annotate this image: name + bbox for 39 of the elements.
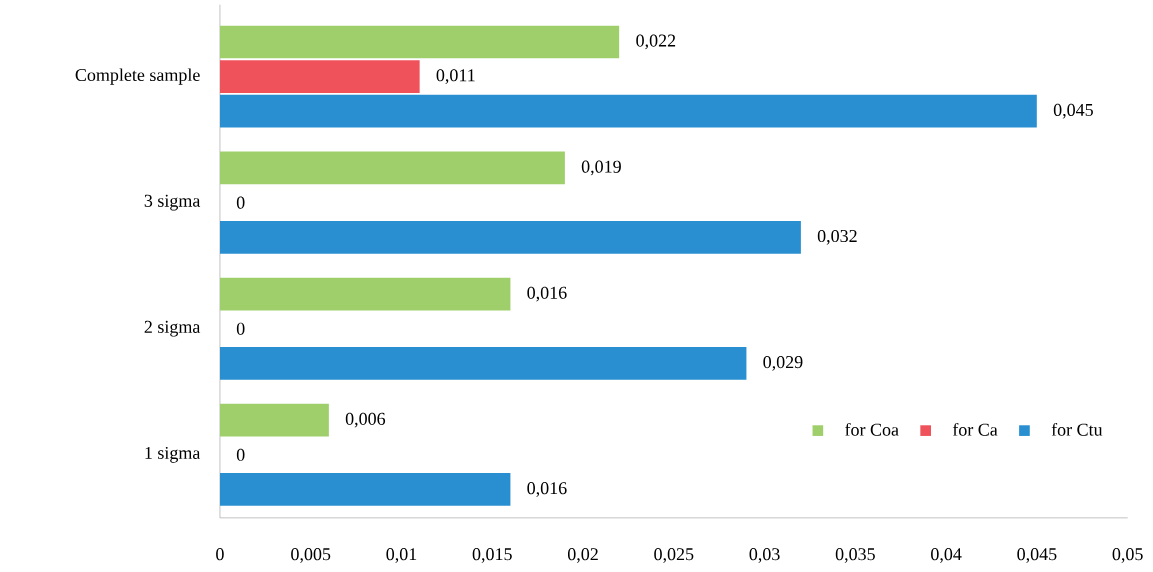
data-label: 0,019	[581, 160, 621, 176]
data-label: 0,022	[636, 34, 676, 50]
data-label: 0	[236, 196, 245, 209]
data-label: 0,011	[436, 69, 475, 84]
y-tick-label: 2 sigma	[144, 320, 201, 337]
x-tick-label: 0,025	[654, 548, 694, 563]
x-tick-label: 0,02	[567, 548, 598, 563]
y-tick-label: 3 sigma	[144, 194, 201, 211]
x-tick-label: 0	[216, 548, 224, 561]
bar	[219, 347, 747, 380]
data-label: 0	[236, 448, 245, 461]
bar	[219, 94, 1037, 128]
bar	[219, 220, 801, 254]
x-tick-label: 0,015	[472, 548, 512, 563]
data-label: 0,032	[817, 230, 857, 245]
data-label: 0,006	[345, 412, 386, 428]
legend-label: for Ca	[952, 423, 998, 436]
x-tick-label: 0,035	[835, 548, 875, 563]
y-tick-label: 1 sigma	[145, 446, 201, 463]
legend-label: for Coa	[845, 423, 899, 436]
x-tick-label: 0,045	[1017, 548, 1057, 563]
bar	[219, 403, 329, 437]
data-label: 0,016	[527, 286, 567, 302]
x-tick-label: 0,01	[386, 548, 417, 563]
bar	[219, 151, 565, 185]
y-tick-label: Complete sample	[75, 68, 200, 85]
bar	[219, 277, 511, 311]
bar	[219, 60, 420, 94]
x-tick-label: 0,03	[749, 548, 780, 563]
bar	[219, 25, 620, 59]
bar	[219, 473, 511, 506]
legend-label: for Ctu	[1051, 423, 1103, 436]
data-label: 0,045	[1053, 103, 1093, 119]
x-tick-label: 0,05	[1112, 548, 1143, 563]
x-tick-label: 0,04	[931, 548, 962, 563]
data-label: 0,016	[527, 482, 567, 497]
data-label: 0,029	[763, 356, 803, 371]
data-label: 0	[236, 322, 245, 335]
x-tick-label: 0,005	[291, 548, 331, 563]
